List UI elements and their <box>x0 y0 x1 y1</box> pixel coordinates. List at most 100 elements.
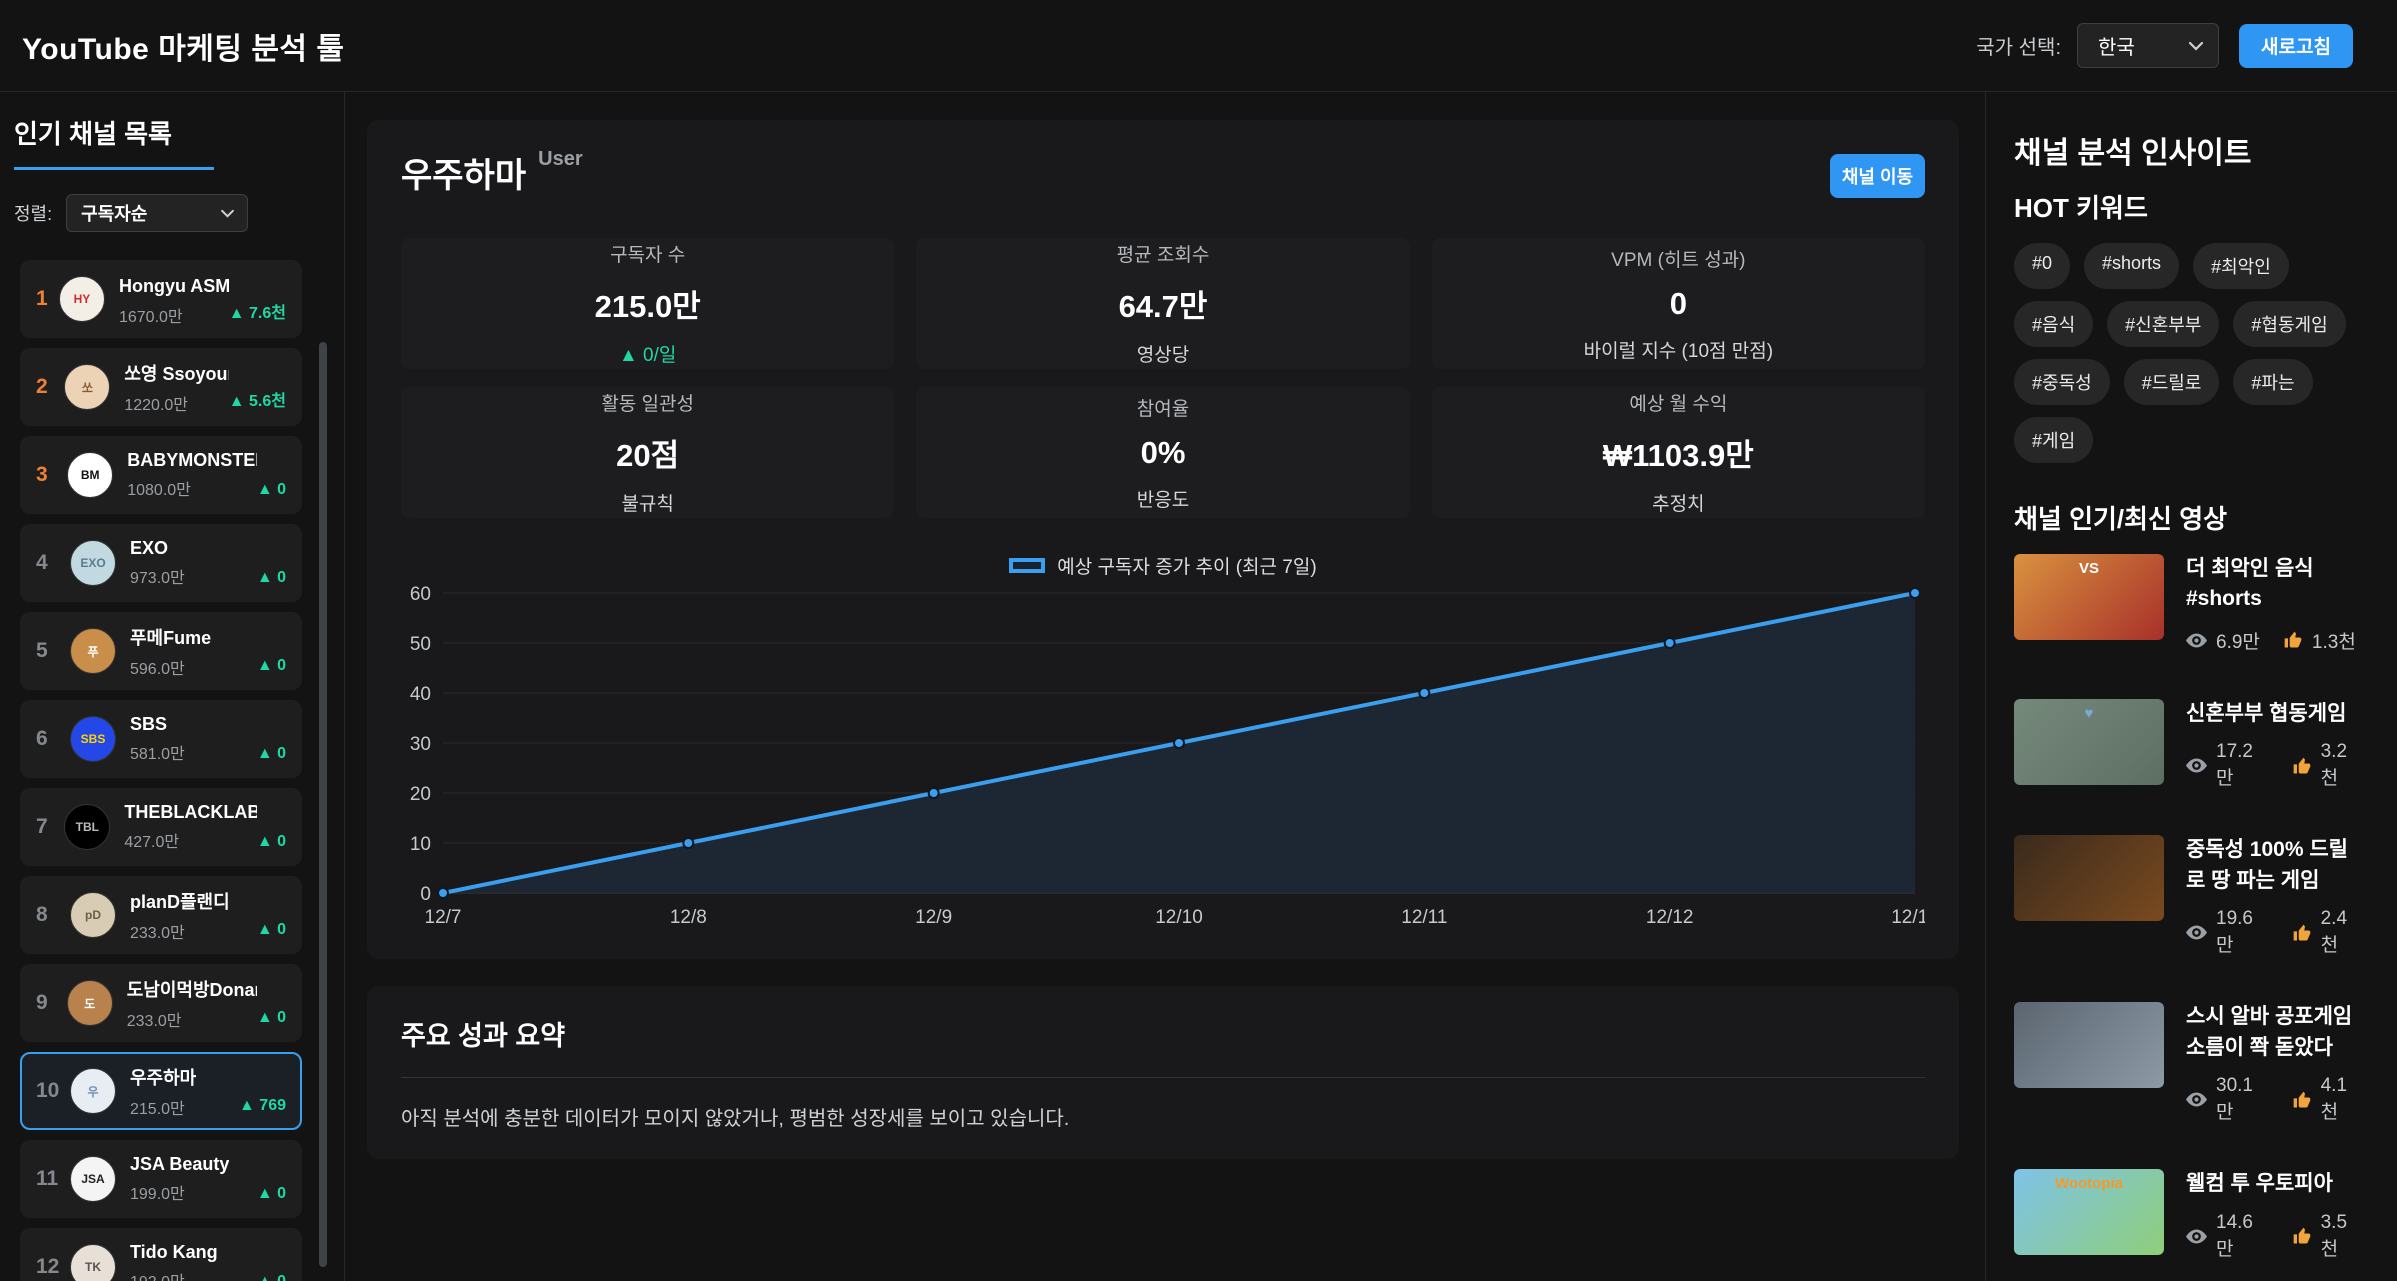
stat-sub-label: 바이럴 지수 (10점 만점) <box>1583 340 1774 362</box>
channel-rank: 6 <box>36 727 48 750</box>
views-eye-icon <box>2186 758 2207 773</box>
channel-list-item[interactable]: 9 도 도남이먹방Donam 233.0만 ▲ 0 <box>20 964 302 1042</box>
channel-list-item[interactable]: 1 HY Hongyu ASMR 홍유 1670.0만 ▲ 7.6천 <box>20 260 302 338</box>
channel-growth-delta: ▲ 769 <box>239 1097 286 1114</box>
channel-name: planD플랜디 <box>130 891 230 912</box>
likes-thumb-up-icon <box>2292 756 2312 776</box>
channel-rank: 11 <box>36 1167 59 1190</box>
sort-label: 정렬: <box>14 204 53 224</box>
app-header: YouTube 마케팅 분석 툴 국가 선택: 한국 새로고침 <box>0 0 2397 92</box>
stat-value: 20점 <box>616 438 680 473</box>
stat-label: 활동 일관성 <box>601 394 694 415</box>
channel-list-item[interactable]: 3 BM BABYMONSTER 1080.0만 ▲ 0 <box>20 436 302 514</box>
channel-avatar: JSA <box>70 1156 116 1202</box>
channel-name: 우주하마 <box>401 157 527 195</box>
channel-name: THEBLACKLABEL <box>124 802 256 822</box>
keyword-tag[interactable]: #협동게임 <box>2233 301 2346 347</box>
channel-growth-delta: ▲ 0 <box>256 657 286 674</box>
channel-avatar: 우 <box>70 1068 116 1114</box>
video-info: 더 최악인 음식#shorts 6.9만 1.3천 <box>2186 554 2363 654</box>
svg-text:10: 10 <box>410 834 431 855</box>
stat-label: 구독자 수 <box>610 245 686 266</box>
video-views: 6.9만 <box>2216 631 2260 653</box>
channel-list-item[interactable]: 11 JSA JSA Beauty 199.0만 ▲ 0 <box>20 1140 302 1218</box>
line-chart-canvas: 0 10 20 30 40 50 60 12/7 12/8 12/9 12/10 12/11 12/12… <box>410 585 1925 928</box>
video-views: 17.2만 <box>2216 741 2253 790</box>
stat-card: 참여율 0% 반응도 <box>916 387 1410 518</box>
channel-rank: 9 <box>36 991 48 1014</box>
channel-name: Tido Kang <box>130 1242 218 1262</box>
video-title: 더 최악인 음식#shorts <box>2186 557 2314 611</box>
sort-select[interactable]: 구독자순 <box>66 194 249 232</box>
stat-card: 평균 조회수 64.7만 영상당 <box>916 238 1410 369</box>
channel-growth-delta: ▲ 7.6천 <box>228 305 286 322</box>
video-likes: 4.1천 <box>2320 1075 2348 1124</box>
keyword-tag[interactable]: #드릴로 <box>2123 359 2220 405</box>
svg-text:0: 0 <box>420 884 431 905</box>
keyword-tag[interactable]: #0 <box>2014 243 2071 289</box>
keyword-tag[interactable]: #게임 <box>2014 417 2094 463</box>
channel-list-item[interactable]: 6 SBS SBS 581.0만 ▲ 0 <box>20 700 302 778</box>
sidebar-scrollbar-thumb[interactable] <box>319 342 327 1267</box>
channel-rank: 8 <box>36 903 48 926</box>
channel-list-item[interactable]: 7 TBL THEBLACKLABEL 427.0만 ▲ 0 <box>20 788 302 866</box>
video-likes: 2.4천 <box>2320 908 2348 957</box>
video-stats: 30.1만 4.1천 <box>2186 1075 2363 1124</box>
keyword-tag[interactable]: #shorts <box>2084 243 2180 289</box>
keyword-tag-list: #0 #shorts #최악인 #음식 #신혼부부 #협동게임 #중독성 #드릴로 #파는 #게임 <box>2014 243 2363 463</box>
channel-subscribers: 199.0만 <box>130 1186 185 1203</box>
keyword-tag[interactable]: #음식 <box>2014 301 2094 347</box>
video-list-item[interactable]: 스시 알바 공포게임 소름이 쫙 돋았다 30.1만 4.1천 <box>2014 1002 2363 1124</box>
svg-text:50: 50 <box>410 634 431 655</box>
go-to-channel-button[interactable]: 채널 이동 <box>1830 154 1925 198</box>
channel-avatar: pD <box>70 892 116 938</box>
likes-thumb-up-icon <box>2292 1226 2312 1246</box>
video-info: 중독성 100% 드릴로 땅 파는 게임 19.6만 2.4천 <box>2186 835 2363 957</box>
refresh-button[interactable]: 새로고침 <box>2239 23 2353 68</box>
channel-list-item[interactable]: 10 우 우주하마 215.0만 ▲ 769 <box>20 1052 302 1130</box>
chevron-down-icon <box>2188 41 2204 51</box>
channel-avatar: EXO <box>70 540 116 586</box>
stat-label: 참여율 <box>1136 398 1190 420</box>
video-list-item[interactable]: ♥ 신혼부부 협동게임 17.2만 3.2천 <box>2014 698 2363 790</box>
likes-thumb-up-icon <box>2292 1090 2312 1110</box>
channel-info: EXO 973.0만 <box>130 538 185 588</box>
svg-text:40: 40 <box>410 684 431 705</box>
video-title: 중독성 100% 드릴로 땅 파는 게임 <box>2186 838 2348 892</box>
channel-list-item[interactable]: 12 TK Tido Kang 192.0만 ▲ 0 <box>20 1228 302 1281</box>
likes-thumb-up-icon <box>2283 630 2303 650</box>
stat-card: 구독자 수 215.0만 ▲ 0/일 <box>401 238 895 369</box>
channel-list-item[interactable]: 4 EXO EXO 973.0만 ▲ 0 <box>20 524 302 602</box>
video-thumbnail <box>2014 1002 2164 1089</box>
country-select-value: 한국 <box>2098 37 2135 59</box>
channel-name: JSA Beauty <box>130 1154 230 1174</box>
video-list-item[interactable]: 중독성 100% 드릴로 땅 파는 게임 19.6만 2.4천 <box>2014 835 2363 957</box>
sort-row: 정렬: 구독자순 <box>14 194 344 232</box>
svg-text:12/7: 12/7 <box>425 907 462 928</box>
channel-info: 도남이먹방Donam 233.0만 <box>127 976 257 1031</box>
sidebar-title: 인기 채널 목록 <box>14 114 214 170</box>
video-title: 신혼부부 협동게임 <box>2186 701 2347 725</box>
channel-list-item[interactable]: 5 푸 푸메Fume 596.0만 ▲ 0 <box>20 612 302 690</box>
stat-value: 215.0만 <box>594 289 701 324</box>
channel-list-item[interactable]: 2쏘 쏘영 Ssoyoung 1220.0만 ▲ 5.6천 <box>20 348 302 426</box>
channel-growth-delta: ▲ 0 <box>257 1273 286 1281</box>
video-stats: 14.6만 3.5천 <box>2186 1212 2363 1261</box>
channel-info: Tido Kang 192.0만 <box>130 1242 218 1281</box>
channel-list-item[interactable]: 8 pD planD플랜디 233.0만 ▲ 0 <box>20 876 302 954</box>
stat-label: VPM (히트 성과) <box>1611 249 1746 271</box>
svg-text:12/13: 12/13 <box>1891 907 1925 928</box>
video-list-item[interactable]: VS 더 최악인 음식#shorts 6.9만 1.3천 <box>2014 554 2363 654</box>
channel-subscribers: 192.0만 <box>130 1268 218 1281</box>
country-select[interactable]: 한국 <box>2077 23 2219 68</box>
video-stats: 6.9만 1.3천 <box>2186 627 2363 654</box>
keyword-tag[interactable]: #파는 <box>2233 359 2313 405</box>
keyword-tag[interactable]: #중독성 <box>2014 359 2110 405</box>
views-eye-icon <box>2186 1092 2207 1107</box>
video-list-item[interactable]: Wootopia 웰컴 투 우토피아 14.6만 3.5천 <box>2014 1169 2363 1260</box>
channel-subscribers: 215.0만 <box>130 1100 185 1118</box>
channel-growth-delta: ▲ 0 <box>256 1185 286 1202</box>
keyword-tag[interactable]: #신혼부부 <box>2107 301 2220 347</box>
stat-label: 평균 조회수 <box>1116 245 1210 266</box>
keyword-tag[interactable]: #최악인 <box>2193 243 2289 289</box>
